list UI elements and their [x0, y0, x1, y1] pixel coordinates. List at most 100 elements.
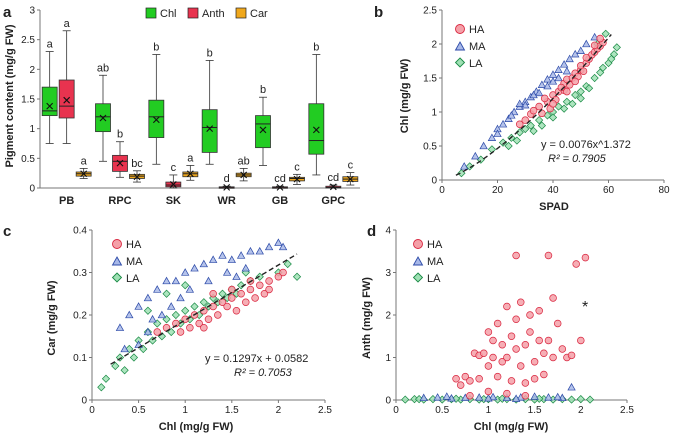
panel-label-a: a [3, 4, 12, 21]
d-xtick-label: 0 [393, 405, 399, 416]
b-point-ha [529, 106, 538, 115]
c-xtick-label: 2 [276, 405, 282, 416]
d-ytick-label: 4 [385, 226, 391, 237]
b-legend-ma-marker [454, 41, 466, 51]
d-legend: HA MA LA [412, 239, 444, 285]
d-point-ha [530, 375, 539, 383]
c-xtick-label: 2.5 [318, 405, 332, 416]
c-point-ma [153, 285, 162, 293]
b-legend: HA MA LA [454, 24, 486, 70]
c-equation: y = 0.1297x + 0.0582 [205, 353, 308, 365]
d-point-ha [516, 298, 525, 307]
c-legend-ha-marker [112, 239, 122, 249]
c-point-ma [185, 285, 195, 293]
c-point-ma [176, 293, 185, 302]
b-point-ma [529, 90, 538, 99]
b-ytick-label: 0 [431, 176, 437, 187]
a-legend: Chl Anth Car [145, 7, 268, 20]
c-point-la [120, 366, 129, 375]
b-point-ma [562, 66, 572, 75]
d-point-la [401, 395, 410, 404]
a-ytick-label: 0.5 [21, 154, 35, 165]
a-category-label: GPC [321, 195, 345, 207]
b-point-ma [534, 88, 544, 97]
c-point-ha [186, 324, 194, 332]
c-legend-ha: HA [126, 239, 142, 251]
b-point-ma [471, 151, 480, 160]
c-point-la [171, 310, 180, 320]
a-mean-marker [186, 170, 194, 178]
a-significance-label: c [294, 161, 300, 173]
a-category-label: RPC [108, 195, 131, 207]
c-ytick-label: 0.4 [73, 226, 87, 237]
c-point-la [111, 361, 120, 371]
b-legend-ha-marker [455, 24, 465, 34]
b-point-la [571, 90, 580, 100]
legend-anth: Anth [202, 8, 225, 20]
b-point-la [576, 94, 585, 103]
d-point-la [585, 395, 595, 404]
d-point-ha [498, 341, 507, 349]
c-point-la [283, 259, 292, 269]
d-point-ma [474, 393, 484, 401]
a-significance-label: a [187, 152, 194, 164]
d-point-ma [530, 392, 539, 400]
a-ytick-label: 3 [29, 6, 35, 17]
b-point-la [601, 29, 610, 38]
a-mean-marker [259, 126, 267, 134]
b-point-la [526, 121, 535, 130]
b-xlabel: SPAD [539, 201, 569, 213]
c-point-ma [218, 251, 227, 259]
b-point-ma [537, 80, 547, 88]
a-significance-label: bc [131, 158, 143, 170]
b-point-la [562, 97, 571, 106]
c-point-ma [190, 263, 199, 272]
d-point-ha [567, 351, 576, 360]
a-significance-label: b [313, 42, 319, 54]
d-point-ma [502, 393, 512, 402]
d-point-ha [452, 375, 460, 383]
b-point-ha [590, 41, 599, 50]
c-point-ha [256, 281, 264, 290]
b-point-ma [493, 129, 502, 137]
c-point-ma [246, 246, 255, 255]
d-ytick-label: 2 [385, 311, 391, 322]
a-ylabel: Pigment content (mg/g FW) [4, 24, 16, 167]
d-point-ha [540, 349, 548, 358]
b-point-ma [590, 32, 599, 41]
d-point-ma [442, 392, 452, 400]
b-point-ma [576, 46, 585, 54]
b-point-ha [596, 34, 604, 43]
c-point-ma [204, 276, 213, 285]
plot-layer: 00.511.522.53PBaaaRPCabbbcSKbcaWRbdabGBb… [21, 6, 670, 417]
c-point-ha [232, 307, 241, 315]
b-point-la [537, 121, 546, 130]
c-point-ma [143, 327, 153, 336]
c-point-ma [199, 259, 209, 268]
legend-chl: Chl [160, 8, 177, 20]
c-point-la [181, 306, 190, 315]
b-point-ha [515, 120, 524, 128]
c-point-ma [143, 293, 153, 302]
b-ytick-label: 1.5 [423, 74, 437, 85]
c-point-ma [167, 302, 176, 310]
d-axes: 0 1 2 3 4 0 0.5 1 1.5 2 2.5 [385, 226, 634, 417]
c-point-ha [223, 302, 231, 311]
a-significance-label: b [153, 42, 159, 54]
a-mean-marker [152, 116, 160, 124]
d-point-ha [530, 358, 539, 366]
a-ytick-label: 2.5 [21, 35, 35, 46]
legend-swatch-car [235, 7, 247, 19]
a-category-label: SK [166, 195, 181, 207]
c-trendline [110, 253, 298, 365]
d-point-ma [567, 382, 576, 391]
a-mean-marker [206, 125, 214, 133]
b-ylabel: Chl (mg/g FW) [399, 58, 411, 133]
b-point-la [584, 84, 594, 93]
c-point-ha [237, 290, 245, 298]
d-legend-ma: MA [427, 256, 444, 268]
b-equation: y = 0.0076x^1.372 [541, 139, 631, 151]
a-mean-marker [276, 184, 284, 191]
